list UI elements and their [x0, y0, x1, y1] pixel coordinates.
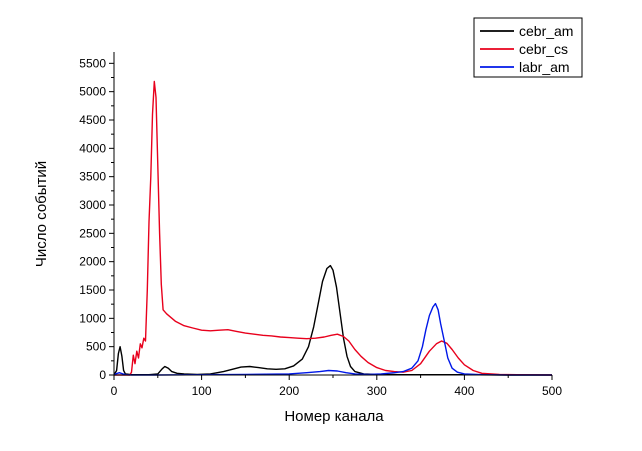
y-tick-label: 4500	[79, 113, 106, 127]
x-tick-label: 500	[542, 384, 562, 398]
legend-label-cebr_cs: cebr_cs	[519, 41, 568, 57]
y-tick-label: 3500	[79, 170, 106, 184]
y-tick-label: 1500	[79, 283, 106, 297]
series-line-labr_am	[113, 302, 552, 376]
x-tick-label: 0	[111, 384, 118, 398]
x-axis-title: Номер канала	[284, 408, 384, 425]
y-tick-label: 1000	[79, 311, 106, 325]
x-tick-label: 400	[454, 384, 474, 398]
legend: cebr_am cebr_cs labr_am	[473, 17, 583, 78]
y-axis-title: Число событий	[33, 161, 50, 267]
y-tick-label: 500	[86, 340, 106, 354]
y-tick-label: 3000	[79, 198, 106, 212]
x-tick-label: 200	[279, 384, 299, 398]
y-tick-label: 2000	[79, 255, 106, 269]
series-line-cebr_cs	[114, 80, 553, 376]
y-tick-label: 2500	[79, 226, 106, 240]
x-tick-label: 100	[192, 384, 212, 398]
axes	[109, 52, 553, 380]
y-tick-label: 5000	[79, 85, 106, 99]
y-tick-label: 0	[99, 368, 106, 382]
x-tick-label: 300	[367, 384, 387, 398]
tick-labels: 0500100015002000250030003500400045005000…	[79, 56, 562, 398]
plot-series	[113, 80, 553, 376]
legend-label-cebr_am: cebr_am	[519, 23, 573, 39]
y-tick-label: 5500	[79, 56, 106, 70]
y-tick-label: 4000	[79, 141, 106, 155]
series-line-cebr_am	[113, 264, 552, 376]
legend-label-labr_am: labr_am	[519, 59, 570, 75]
